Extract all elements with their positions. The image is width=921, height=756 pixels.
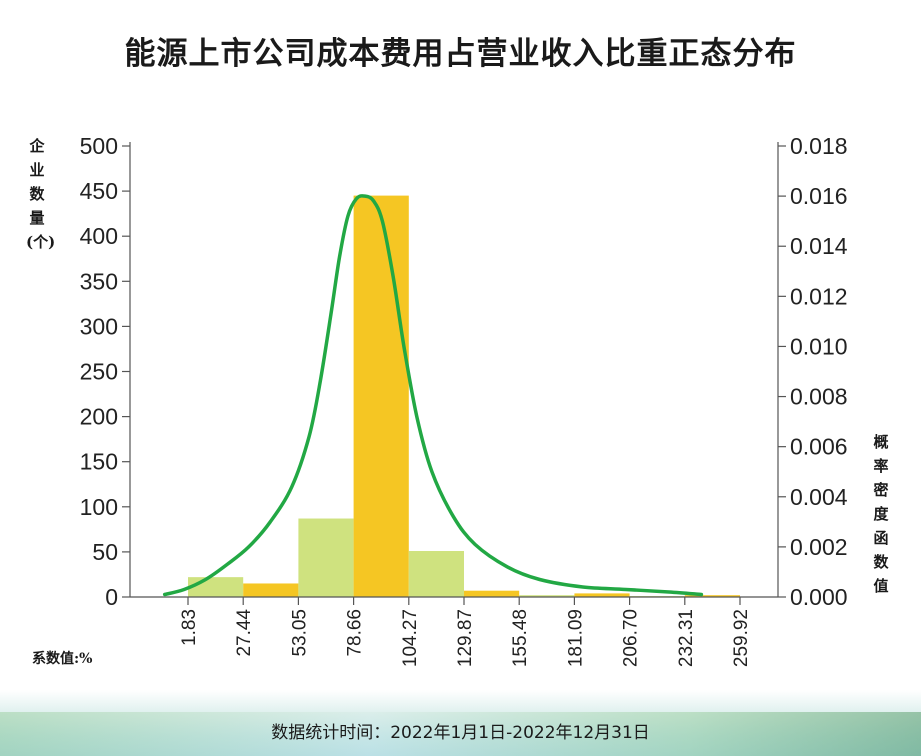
y-tick-label-right-0: 0.000 [790,584,848,610]
y-tick-label-right-3: 0.006 [790,434,848,460]
y-tick-label-left-8: 400 [80,223,118,249]
y-tick-label-left-10: 500 [80,133,118,159]
y-tick-label-right-9: 0.018 [790,133,848,159]
density-curve [162,194,704,597]
x-tick-label-8: 206.70 [621,609,642,667]
x-tick-label-1: 27.44 [234,609,255,657]
bar-3 [353,195,409,598]
y-tick-label-right-4: 0.008 [790,384,848,410]
y-tick-label-right-2: 0.004 [790,484,848,510]
bar-0 [188,577,244,597]
x-tick-label-2: 53.05 [289,609,310,657]
bars-layer [188,195,740,598]
y-tick-label-left-3: 150 [80,449,118,475]
x-axis-label: 系数值:% [32,651,93,667]
y-tick-label-left-6: 300 [80,313,118,339]
axes-layer [129,142,779,598]
x-tick-label-3: 78.66 [345,609,366,657]
y-tick-label-left-0: 0 [105,584,118,610]
chart-title: 能源上市公司成本费用占营业收入比重正态分布 [124,36,797,72]
x-tick-label-6: 155.48 [510,609,531,667]
y-tick-label-left-2: 100 [80,494,118,520]
y-tick-label-left-4: 200 [80,404,118,430]
x-tick-label-10: 259.92 [731,609,752,667]
y-tick-label-right-6: 0.012 [790,283,848,309]
y-tick-label-left-7: 350 [80,268,118,294]
bar-5 [464,590,520,597]
chart-plot: 0 50 100 150 200 250 300 350 400 450 500 0.000 0.002… [80,133,848,667]
y-axis-label-left: 企业数量(个) [26,137,56,251]
footer-decoration [0,690,921,756]
y-tick-label-left-1: 50 [92,539,118,565]
x-tick-label-7: 181.09 [565,609,586,667]
x-tick-label-4: 104.27 [400,609,421,667]
y-axis-label-right: 概率密度函数值 [873,433,889,595]
x-tick-label-5: 129.87 [455,609,476,667]
x-tick-label-9: 232.31 [676,609,697,667]
y-tick-label-right-7: 0.014 [790,233,848,259]
ticks-layer: 0 50 100 150 200 250 300 350 400 450 500 0.000 0.002… [80,133,848,667]
bar-9 [684,595,740,597]
y-tick-label-right-8: 0.016 [790,183,848,209]
bar-4 [408,550,464,597]
y-tick-label-left-9: 450 [80,178,118,204]
curve-layer [162,194,704,597]
bar-6 [519,595,575,597]
y-tick-label-right-1: 0.002 [790,534,848,560]
bar-2 [298,518,354,597]
bar-7 [574,593,630,597]
x-tick-label-0: 1.83 [179,609,200,646]
footnote: 数据统计时间：2022年1月1日-2022年12月31日 [271,723,650,743]
y-tick-label-right-5: 0.010 [790,333,848,359]
bar-1 [243,583,299,597]
y-tick-label-left-5: 250 [80,359,118,385]
